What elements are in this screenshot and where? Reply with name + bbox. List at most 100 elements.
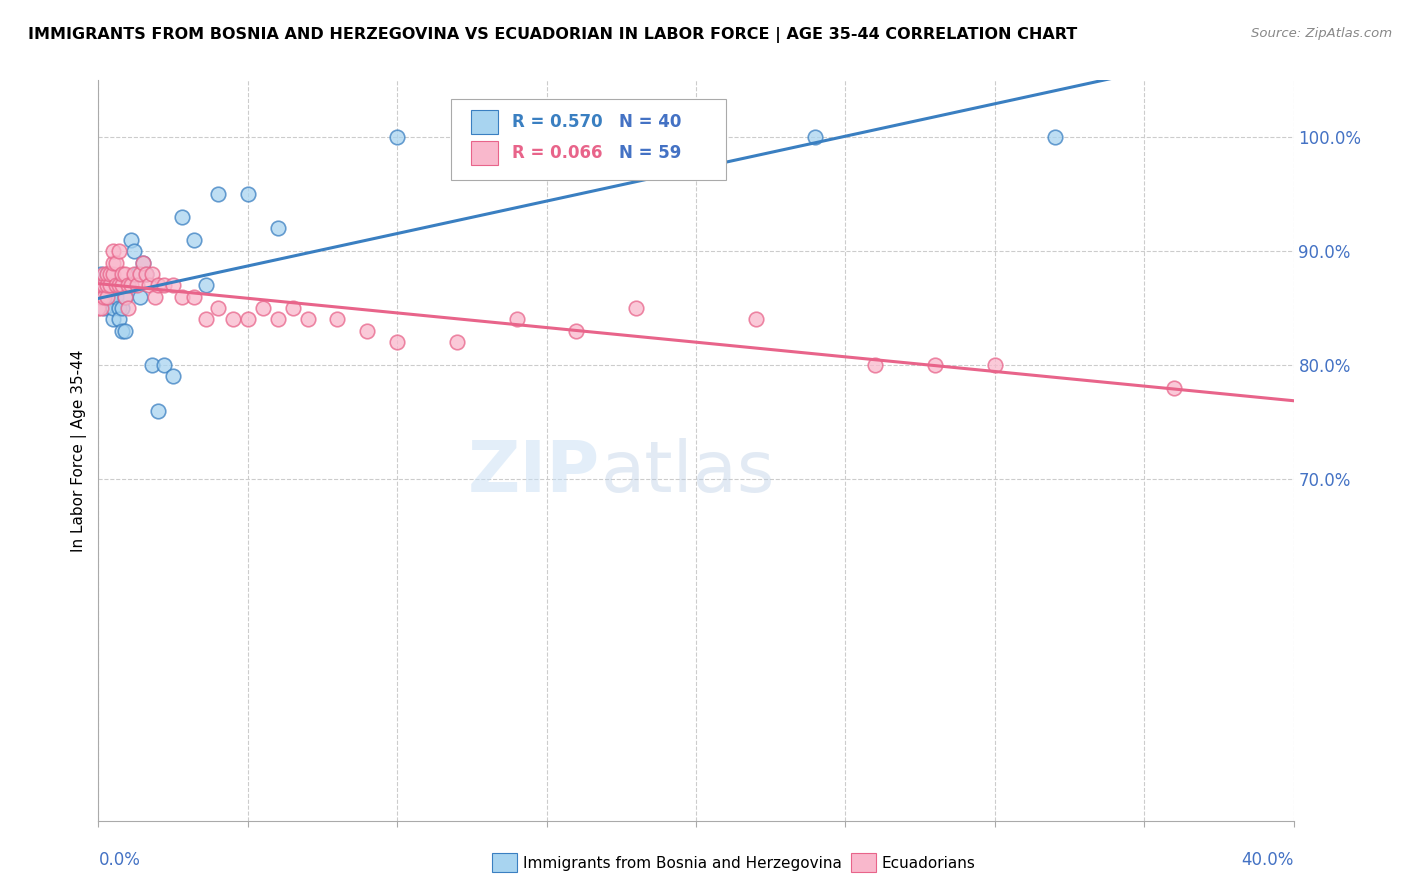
Point xyxy=(267,312,290,326)
Point xyxy=(114,290,136,304)
Point xyxy=(93,278,115,293)
Text: Immigrants from Bosnia and Herzegovina: Immigrants from Bosnia and Herzegovina xyxy=(523,856,842,871)
Point xyxy=(236,312,259,326)
Point xyxy=(96,278,118,293)
Point xyxy=(111,278,134,293)
Point xyxy=(207,301,229,315)
Text: R = 0.066: R = 0.066 xyxy=(512,144,602,161)
Point xyxy=(626,301,648,315)
Point xyxy=(135,267,157,281)
Point xyxy=(222,312,245,326)
Point xyxy=(195,278,218,293)
Point xyxy=(183,233,205,247)
Point xyxy=(148,403,170,417)
Point xyxy=(172,290,194,304)
Point xyxy=(138,278,160,293)
Point xyxy=(143,290,166,304)
Point xyxy=(506,312,529,326)
Point xyxy=(105,278,128,293)
Point xyxy=(103,255,125,269)
Point xyxy=(804,130,827,145)
Point xyxy=(114,267,136,281)
Point xyxy=(98,278,122,293)
Point xyxy=(93,301,115,315)
Point xyxy=(132,255,155,269)
Point xyxy=(267,221,290,235)
Text: Source: ZipAtlas.com: Source: ZipAtlas.com xyxy=(1251,27,1392,40)
FancyBboxPatch shape xyxy=(471,141,498,165)
Point xyxy=(135,267,157,281)
Point xyxy=(90,278,112,293)
Point xyxy=(117,278,139,293)
Point xyxy=(96,267,118,281)
Point xyxy=(117,278,139,293)
Point xyxy=(446,335,468,350)
Point xyxy=(111,301,134,315)
Point xyxy=(252,301,274,315)
Point xyxy=(120,278,142,293)
Point xyxy=(96,290,118,304)
Point xyxy=(385,335,409,350)
Point xyxy=(96,290,118,304)
Point xyxy=(124,244,146,259)
Point xyxy=(93,267,115,281)
Point xyxy=(124,267,146,281)
Text: N = 59: N = 59 xyxy=(620,144,682,161)
Text: 40.0%: 40.0% xyxy=(1241,851,1294,869)
Point xyxy=(87,301,110,315)
Point xyxy=(148,278,170,293)
Text: Ecuadorians: Ecuadorians xyxy=(882,856,976,871)
Point xyxy=(93,290,115,304)
Point xyxy=(207,187,229,202)
Point xyxy=(356,324,378,338)
Point xyxy=(281,301,304,315)
Point xyxy=(90,301,112,315)
Point xyxy=(1163,381,1185,395)
Point xyxy=(1043,130,1066,145)
Point xyxy=(103,312,125,326)
Point xyxy=(114,290,136,304)
Point xyxy=(103,267,125,281)
Point xyxy=(103,301,125,315)
Point xyxy=(127,278,149,293)
Point xyxy=(96,278,118,293)
Point xyxy=(105,290,128,304)
Text: R = 0.570: R = 0.570 xyxy=(512,112,603,131)
Point xyxy=(105,278,128,293)
Point xyxy=(172,210,194,224)
Point xyxy=(153,358,176,372)
Point xyxy=(127,267,149,281)
Point xyxy=(98,290,122,304)
Text: IMMIGRANTS FROM BOSNIA AND HERZEGOVINA VS ECUADORIAN IN LABOR FORCE | AGE 35-44 : IMMIGRANTS FROM BOSNIA AND HERZEGOVINA V… xyxy=(28,27,1077,43)
Point xyxy=(108,301,131,315)
Point xyxy=(98,267,122,281)
Point xyxy=(385,130,409,145)
Point xyxy=(90,290,112,304)
FancyBboxPatch shape xyxy=(451,99,725,180)
Point xyxy=(108,312,131,326)
Text: atlas: atlas xyxy=(600,438,775,508)
Point xyxy=(162,278,184,293)
Point xyxy=(183,290,205,304)
Point xyxy=(153,278,176,293)
Point xyxy=(984,358,1007,372)
Text: ZIP: ZIP xyxy=(468,438,600,508)
Point xyxy=(90,278,112,293)
Text: N = 40: N = 40 xyxy=(620,112,682,131)
Point xyxy=(120,233,142,247)
Point xyxy=(117,301,139,315)
Point xyxy=(108,244,131,259)
Point xyxy=(141,358,163,372)
Point xyxy=(96,267,118,281)
Point xyxy=(90,267,112,281)
Point xyxy=(924,358,946,372)
Text: 0.0%: 0.0% xyxy=(98,851,141,869)
Point xyxy=(111,267,134,281)
Point xyxy=(129,267,152,281)
Point xyxy=(141,267,163,281)
Point xyxy=(565,324,588,338)
Point xyxy=(129,290,152,304)
Point xyxy=(93,290,115,304)
Point xyxy=(195,312,218,326)
Point xyxy=(111,324,134,338)
